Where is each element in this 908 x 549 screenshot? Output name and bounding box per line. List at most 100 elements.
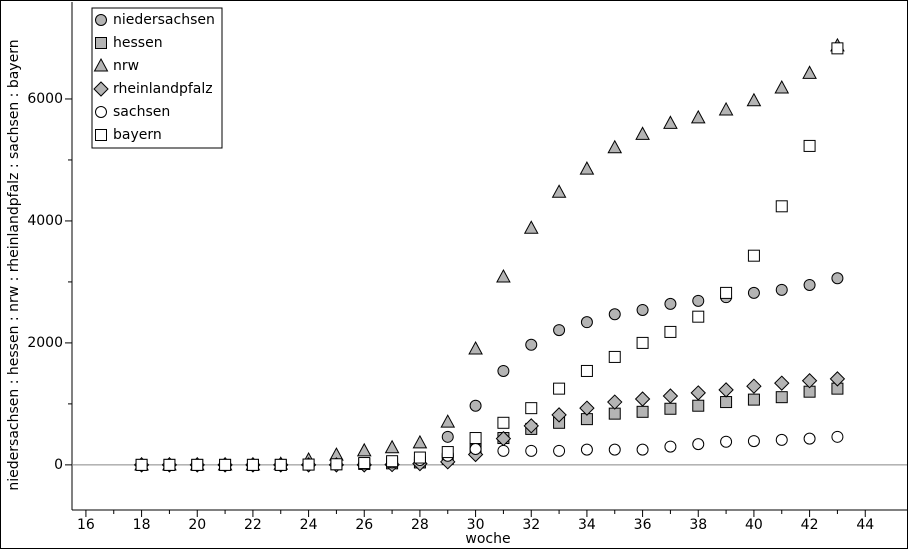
- point: [579, 161, 595, 175]
- point: [692, 399, 705, 412]
- point: [802, 65, 817, 79]
- point: [636, 443, 649, 456]
- point: [635, 126, 650, 140]
- point: [831, 430, 844, 443]
- x-tick-label: 42: [801, 517, 819, 533]
- point: [747, 249, 760, 262]
- point: [441, 446, 454, 459]
- x-tick-label: 30: [467, 517, 485, 533]
- point: [246, 458, 259, 471]
- point: [497, 416, 510, 429]
- point: [608, 407, 621, 420]
- point: [662, 388, 679, 404]
- point: [525, 338, 538, 351]
- point: [803, 432, 816, 445]
- y-tick-label: 4000: [27, 213, 63, 229]
- legend-label: rheinlandpfalz: [113, 81, 213, 97]
- x-tick-label: 22: [244, 517, 262, 533]
- legend-label: sachsen: [113, 104, 170, 120]
- point: [829, 371, 846, 387]
- point: [747, 286, 760, 299]
- point: [412, 434, 428, 449]
- point: [803, 139, 816, 152]
- legend-marker: [95, 14, 107, 26]
- point: [135, 458, 148, 471]
- point: [551, 184, 567, 198]
- point: [801, 373, 818, 389]
- point: [496, 268, 511, 283]
- point: [803, 278, 816, 291]
- point: [690, 385, 706, 401]
- point: [746, 92, 762, 107]
- point: [718, 101, 734, 116]
- x-tick-label: 18: [133, 517, 151, 533]
- point: [497, 364, 510, 377]
- point: [579, 400, 595, 416]
- point: [747, 393, 760, 406]
- point: [497, 444, 510, 457]
- point: [746, 378, 762, 394]
- point: [831, 272, 844, 285]
- point: [523, 418, 539, 434]
- point: [525, 402, 538, 415]
- point: [634, 391, 651, 407]
- point: [775, 200, 788, 213]
- point: [163, 458, 176, 471]
- point: [608, 443, 621, 456]
- point: [469, 443, 482, 456]
- point: [692, 294, 705, 307]
- legend-marker: [95, 129, 107, 141]
- point: [636, 303, 649, 316]
- point: [553, 324, 566, 337]
- point: [580, 443, 593, 456]
- x-tick-label: 40: [745, 517, 763, 533]
- point: [718, 382, 734, 398]
- x-tick-label: 16: [77, 517, 95, 533]
- point: [690, 109, 706, 124]
- point: [523, 220, 539, 234]
- point: [608, 308, 621, 321]
- point: [356, 442, 372, 457]
- point: [636, 336, 649, 349]
- y-tick-label: 2000: [27, 335, 63, 351]
- x-tick-label: 24: [300, 517, 318, 533]
- x-tick-label: 34: [578, 517, 596, 533]
- point: [580, 316, 593, 329]
- point: [607, 139, 623, 154]
- point: [553, 382, 566, 395]
- y-tick-label: 6000: [27, 91, 63, 107]
- x-tick-label: 36: [634, 517, 652, 533]
- point: [720, 286, 733, 299]
- x-tick-label: 44: [856, 517, 874, 533]
- legend-marker: [93, 81, 109, 97]
- point: [219, 458, 232, 471]
- y-axis-label: niedersachsen : hessen : nrw : rheinland…: [6, 39, 22, 490]
- point: [553, 444, 566, 457]
- point: [469, 399, 482, 412]
- point: [384, 439, 400, 454]
- point: [775, 283, 788, 296]
- point: [274, 458, 287, 471]
- legend-label: niedersachsen: [113, 12, 215, 28]
- point: [747, 435, 760, 448]
- point: [551, 407, 567, 423]
- x-tick-label: 20: [188, 517, 206, 533]
- point: [191, 458, 204, 471]
- point: [330, 458, 343, 471]
- legend: niedersachsen hessen nrw rheinlandpfalz sach…: [91, 7, 223, 149]
- point: [720, 396, 733, 409]
- point: [775, 433, 788, 446]
- x-tick-label: 38: [689, 517, 707, 533]
- point: [386, 455, 399, 468]
- legend-label: nrw: [113, 58, 139, 74]
- point: [440, 414, 456, 428]
- point: [469, 432, 482, 445]
- point: [663, 115, 678, 129]
- x-axis-label: woche: [465, 531, 510, 547]
- point: [775, 391, 788, 404]
- point: [692, 438, 705, 451]
- x-tick-label: 32: [522, 517, 540, 533]
- point: [664, 402, 677, 415]
- legend-box: [91, 7, 223, 149]
